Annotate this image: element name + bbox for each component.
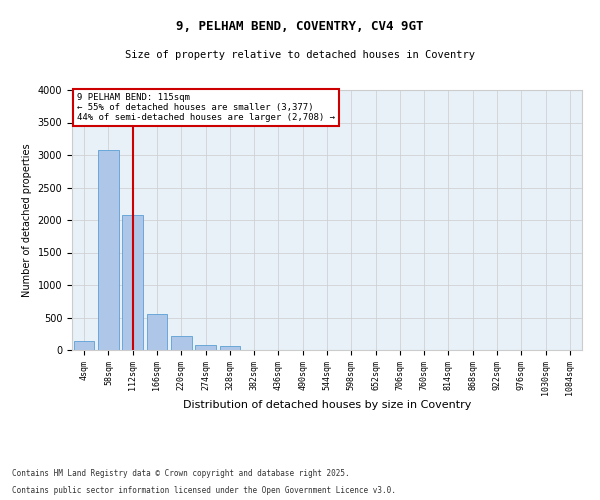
Bar (74, 341, 94, 350)
Bar (171, 336, 191, 350)
Bar (195, 345, 216, 350)
Text: 9, PELHAM BEND, COVENTRY, CV4 9GT: 9, PELHAM BEND, COVENTRY, CV4 9GT (176, 20, 424, 33)
Bar (122, 215, 143, 350)
Bar (220, 346, 240, 350)
Text: 9 PELHAM BEND: 115sqm
← 55% of detached houses are smaller (3,377)
44% of semi-d: 9 PELHAM BEND: 115sqm ← 55% of detached … (77, 92, 335, 122)
Text: Contains HM Land Registry data © Crown copyright and database right 2025.: Contains HM Land Registry data © Crown c… (12, 468, 350, 477)
Text: Size of property relative to detached houses in Coventry: Size of property relative to detached ho… (125, 50, 475, 60)
Bar (98, 150, 119, 350)
Y-axis label: Number of detached properties: Number of detached properties (22, 143, 32, 297)
X-axis label: Distribution of detached houses by size in Coventry: Distribution of detached houses by size … (183, 400, 471, 410)
Text: Contains public sector information licensed under the Open Government Licence v3: Contains public sector information licen… (12, 486, 396, 495)
Bar (146, 314, 167, 350)
